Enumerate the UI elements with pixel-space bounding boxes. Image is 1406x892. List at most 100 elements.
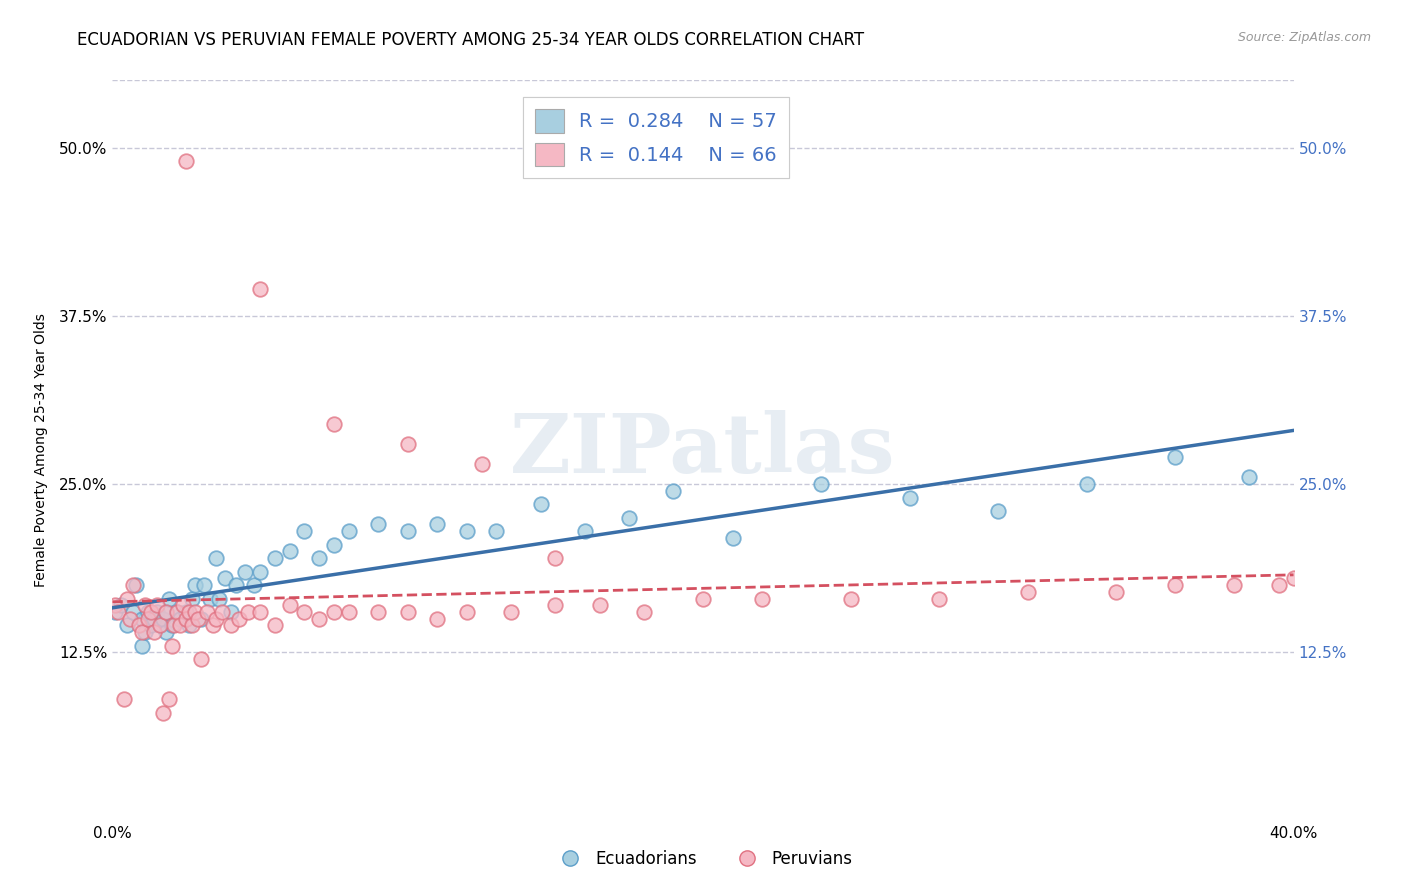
Point [157, 692, 180, 706]
Point [190, 612, 212, 626]
Point [155, 625, 177, 640]
Point [174, 605, 197, 619]
Point [134, 625, 156, 640]
Point [128, 618, 150, 632]
Point [117, 618, 138, 632]
Point [110, 599, 132, 613]
Point [1076, 477, 1098, 491]
Point [131, 625, 153, 640]
Point [238, 605, 260, 619]
Point [264, 551, 287, 566]
Point [278, 544, 301, 558]
Point [264, 618, 287, 632]
Point [104, 599, 127, 613]
Point [633, 605, 655, 619]
Point [1164, 578, 1187, 592]
Point [134, 599, 156, 613]
Point [104, 605, 127, 619]
Point [205, 551, 228, 566]
Text: Source: ZipAtlas.com: Source: ZipAtlas.com [1237, 31, 1371, 45]
Point [544, 551, 567, 566]
Point [662, 483, 685, 498]
Point [107, 605, 129, 619]
Point [193, 578, 215, 592]
Point [1239, 470, 1261, 484]
Point [249, 605, 271, 619]
Point [179, 618, 201, 632]
Point [136, 605, 159, 619]
Point [337, 605, 360, 619]
Point [208, 591, 231, 606]
Point [249, 565, 271, 579]
Point [278, 599, 301, 613]
Point [470, 457, 494, 471]
Point [323, 605, 346, 619]
Point [160, 618, 183, 632]
Point [225, 578, 247, 592]
Point [149, 618, 172, 632]
Y-axis label: Female Poverty Among 25-34 Year Olds: Female Poverty Among 25-34 Year Olds [34, 313, 48, 588]
Point [1268, 578, 1291, 592]
Point [898, 491, 921, 505]
Point [163, 618, 186, 632]
Point [544, 599, 567, 613]
Point [292, 605, 315, 619]
Point [172, 599, 194, 613]
Point [184, 578, 207, 592]
Point [323, 538, 346, 552]
Point [198, 591, 221, 606]
Point [588, 599, 610, 613]
Point [323, 417, 346, 431]
Point [181, 618, 204, 632]
Point [839, 591, 862, 606]
Point [233, 565, 256, 579]
Point [928, 591, 950, 606]
Point [125, 578, 148, 592]
Legend: Ecuadorians, Peruvians: Ecuadorians, Peruvians [547, 844, 859, 875]
Point [131, 639, 153, 653]
Point [142, 612, 165, 626]
Point [179, 605, 201, 619]
Point [190, 652, 212, 666]
Point [142, 625, 165, 640]
Point [456, 605, 478, 619]
Point [211, 605, 233, 619]
Point [201, 618, 224, 632]
Point [195, 605, 218, 619]
Point [243, 578, 266, 592]
Point [120, 612, 142, 626]
Text: ZIPatlas: ZIPatlas [510, 410, 896, 491]
Point [292, 524, 315, 539]
Point [152, 706, 174, 720]
Point [117, 591, 138, 606]
Point [160, 639, 183, 653]
Point [1017, 584, 1039, 599]
Point [692, 591, 714, 606]
Point [1164, 450, 1187, 465]
Point [155, 605, 177, 619]
Point [155, 605, 177, 619]
Point [987, 504, 1010, 518]
Point [149, 618, 172, 632]
Point [166, 605, 188, 619]
Point [619, 510, 641, 524]
Point [249, 282, 271, 296]
Point [122, 578, 145, 592]
Point [501, 605, 523, 619]
Point [139, 605, 162, 619]
Point [1105, 584, 1128, 599]
Point [485, 524, 508, 539]
Point [529, 497, 551, 511]
Point [169, 612, 191, 626]
Point [146, 605, 169, 619]
Point [139, 618, 162, 632]
Legend: R =  0.284    N = 57, R =  0.144    N = 66: R = 0.284 N = 57, R = 0.144 N = 66 [523, 97, 789, 178]
Text: ECUADORIAN VS PERUVIAN FEMALE POVERTY AMONG 25-34 YEAR OLDS CORRELATION CHART: ECUADORIAN VS PERUVIAN FEMALE POVERTY AM… [77, 31, 865, 49]
Point [308, 612, 330, 626]
Point [131, 612, 153, 626]
Point [146, 599, 169, 613]
Point [1223, 578, 1246, 592]
Point [152, 612, 174, 626]
Point [367, 605, 389, 619]
Point [187, 612, 209, 626]
